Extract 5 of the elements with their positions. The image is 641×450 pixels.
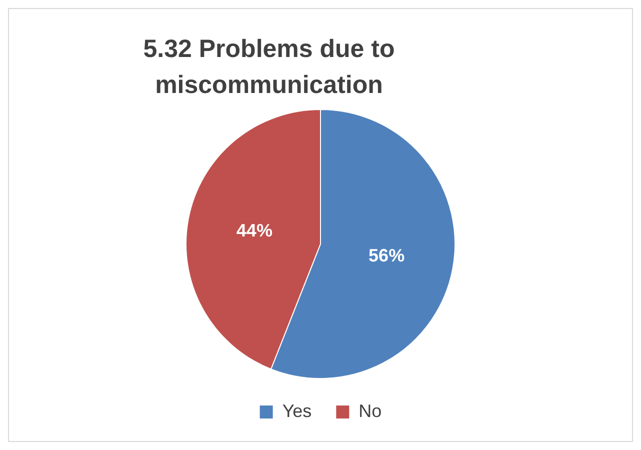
data-label: 56% [368, 246, 405, 266]
chart-title: 5.32 Problems due to miscommunication [142, 34, 396, 101]
data-label: 44% [236, 220, 272, 240]
legend-label: No [358, 400, 382, 421]
legend-label: Yes [282, 400, 312, 421]
